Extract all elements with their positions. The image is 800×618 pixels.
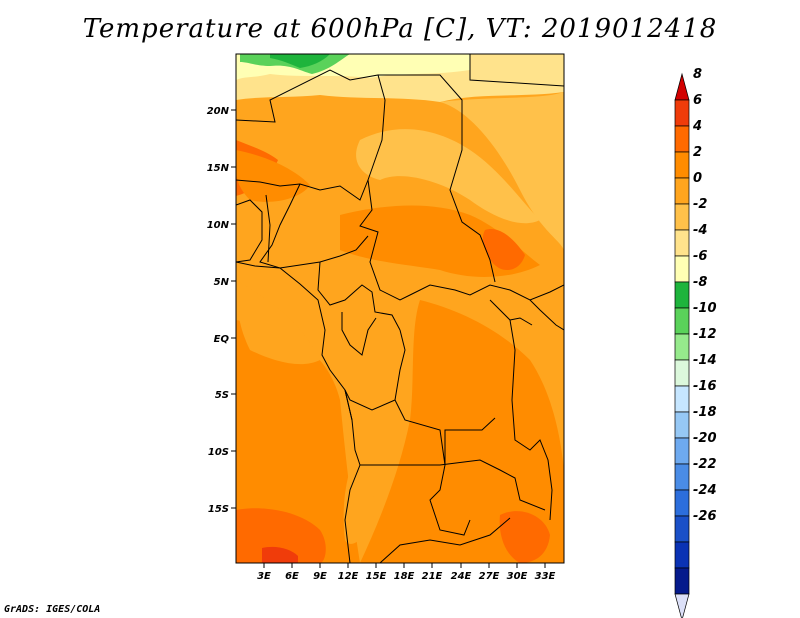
- colorbar-swatch: [674, 463, 690, 491]
- colorbar-label: -20: [693, 431, 717, 446]
- colorbar-label: 8: [693, 67, 702, 82]
- grads-credit: GrADS: IGES/COLA: [4, 604, 101, 615]
- lat-tick-label: 10S: [208, 447, 229, 458]
- field-sw-hottest: [262, 546, 298, 563]
- temperature-field: [236, 54, 564, 563]
- field-green-core: [270, 54, 330, 68]
- lat-tick-label: 15N: [207, 163, 230, 174]
- lon-tick-label: 18E: [394, 571, 415, 582]
- colorbar-label: -4: [693, 223, 707, 238]
- field-se-hot: [499, 511, 550, 563]
- colorbar-min-triangle: [674, 593, 690, 618]
- colorbar-label: 0: [693, 171, 702, 186]
- lon-tick-label: 33E: [535, 571, 556, 582]
- colorbar-label: -26: [693, 509, 717, 524]
- colorbar-swatch: [674, 281, 690, 309]
- colorbar-label: -6: [693, 249, 707, 264]
- lat-tick-label: 10N: [207, 220, 230, 231]
- lon-tick-label: 3E: [257, 571, 271, 582]
- lon-tick-label: 12E: [338, 571, 359, 582]
- field-south-warm: [236, 320, 360, 563]
- colorbar-swatch: [674, 359, 690, 387]
- field-lighter-strip: [236, 280, 320, 365]
- lon-axis: 3E 6E 9E 12E 15E 18E 21E 24E 27E 30E 33E: [257, 563, 556, 582]
- colorbar-label: -22: [693, 457, 717, 472]
- lat-tick-label: 20N: [207, 106, 230, 117]
- colorbar-swatch: [674, 125, 690, 153]
- colorbar-swatch: [674, 151, 690, 179]
- colorbar-swatch: [674, 177, 690, 205]
- lon-tick-label: 15E: [366, 571, 387, 582]
- lon-tick-label: 30E: [507, 571, 528, 582]
- field-central-band: [356, 129, 540, 224]
- colorbar-label: -12: [693, 327, 717, 342]
- colorbar-swatch: [674, 203, 690, 231]
- field-south-light: [343, 470, 375, 544]
- field-sw-hot: [236, 508, 326, 563]
- colorbar-label: -2: [693, 197, 707, 212]
- lon-tick-label: 21E: [422, 571, 443, 582]
- field-warm-west2: [236, 150, 310, 202]
- map-frame: [235, 53, 565, 564]
- lat-tick-label: 5N: [214, 277, 230, 288]
- lat-tick-label: EQ: [214, 334, 230, 345]
- field-se-warm: [360, 300, 564, 563]
- colorbar-swatch: [674, 333, 690, 361]
- coastline: [236, 261, 353, 421]
- lat-tick-label: 5S: [215, 390, 229, 401]
- colorbar-label: 4: [692, 119, 702, 134]
- lon-tick-label: 9E: [313, 571, 327, 582]
- lon-tick-label: 24E: [451, 571, 472, 582]
- colorbar-label: -14: [693, 353, 717, 368]
- lat-axis: 20N 15N 10N 5N EQ 5S 10S 15S: [207, 106, 236, 515]
- field-east-warm: [482, 229, 525, 271]
- colorbar-label: 2: [693, 145, 702, 160]
- colorbar-label: 6: [693, 93, 702, 108]
- colorbar-label: -8: [693, 275, 707, 290]
- colorbar: 8 6 4 2 0 -2 -4 -6 -8 -10 -12 -14 -16 -18 -20 -22 -24 -26: [674, 67, 717, 618]
- lon-tick-label: 27E: [479, 571, 500, 582]
- colorbar-swatch: [674, 255, 690, 283]
- colorbar-swatch: [674, 437, 690, 465]
- colorbar-swatch: [674, 229, 690, 257]
- colorbar-swatch: [674, 411, 690, 439]
- colorbar-swatch: [674, 515, 690, 543]
- colorbar-swatch: [674, 541, 690, 569]
- colorbar-label: -16: [693, 379, 717, 394]
- field-east-light: [440, 92, 564, 250]
- colorbar-swatch: [674, 385, 690, 413]
- colorbar-swatch: [674, 489, 690, 517]
- colorbar-label: -18: [693, 405, 717, 420]
- colorbar-label: -10: [693, 301, 717, 316]
- colorbar-max-triangle: [674, 72, 690, 101]
- chart-title: Temperature at 600hPa [C], VT: 201901241…: [82, 14, 718, 44]
- colorbar-label: -24: [693, 483, 717, 498]
- lon-tick-label: 6E: [285, 571, 299, 582]
- colorbar-swatch: [674, 99, 690, 127]
- country-borders: [236, 54, 564, 563]
- lat-tick-label: 15S: [208, 504, 229, 515]
- colorbar-swatch: [674, 567, 690, 595]
- colorbar-swatch: [674, 307, 690, 335]
